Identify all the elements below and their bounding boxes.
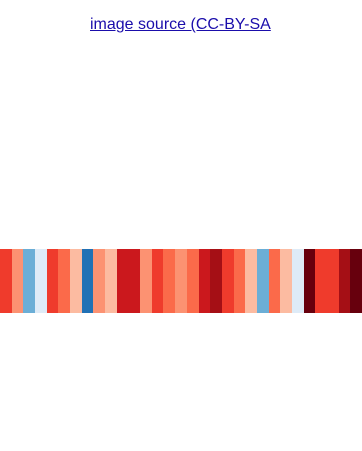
stripe	[210, 249, 222, 313]
stripe	[280, 249, 292, 313]
stripe	[292, 249, 304, 313]
stripe	[12, 249, 23, 313]
stripe	[199, 249, 210, 313]
stripe	[269, 249, 280, 313]
stripe	[304, 249, 315, 313]
stripe	[47, 249, 58, 313]
image-source-link[interactable]: image source (CC-BY-SA	[90, 16, 271, 33]
stripe	[23, 249, 35, 313]
stripe	[58, 249, 70, 313]
stripe	[234, 249, 245, 313]
stripe	[339, 249, 350, 313]
stripe	[117, 249, 128, 313]
stripe	[35, 249, 47, 313]
stripe	[245, 249, 257, 313]
stripe	[152, 249, 163, 313]
stripe	[70, 249, 82, 313]
stripe	[175, 249, 187, 313]
stripe	[82, 249, 93, 313]
stripe	[187, 249, 199, 313]
stripe	[315, 249, 327, 313]
warming-stripes-image	[0, 249, 362, 313]
stripe	[163, 249, 175, 313]
stripe	[0, 249, 12, 313]
stripe	[257, 249, 269, 313]
stripe	[128, 249, 140, 313]
stripe	[222, 249, 234, 313]
stripe	[93, 249, 105, 313]
stripe	[327, 249, 339, 313]
stripe	[350, 249, 362, 313]
stripe	[105, 249, 117, 313]
stripe	[140, 249, 152, 313]
